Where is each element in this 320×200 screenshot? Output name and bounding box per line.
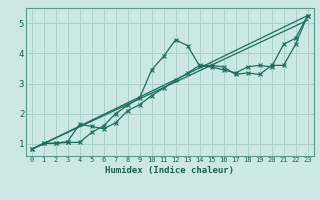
X-axis label: Humidex (Indice chaleur): Humidex (Indice chaleur) bbox=[105, 166, 234, 175]
